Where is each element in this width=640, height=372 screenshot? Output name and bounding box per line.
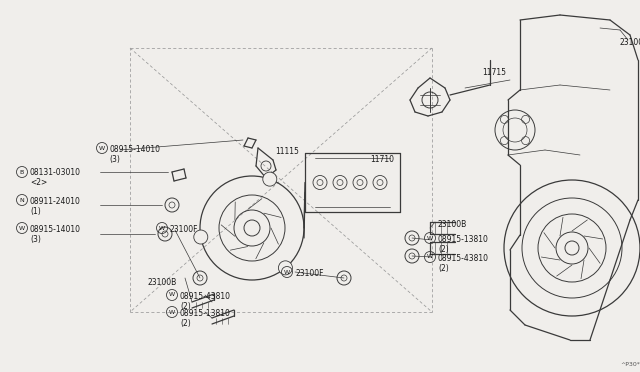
Text: (2): (2) [438, 245, 449, 254]
Text: 11115: 11115 [275, 147, 299, 156]
Text: 08915-14010: 08915-14010 [30, 225, 81, 234]
Text: 08911-24010: 08911-24010 [30, 197, 81, 206]
Text: 08915-13810: 08915-13810 [438, 235, 489, 244]
Text: (1): (1) [30, 207, 41, 216]
Text: ^P30*00:0: ^P30*00:0 [620, 362, 640, 367]
Text: 08915-43810: 08915-43810 [438, 254, 489, 263]
Text: W: W [284, 269, 290, 275]
Circle shape [278, 261, 292, 275]
Text: W: W [159, 225, 165, 231]
Text: W: W [169, 292, 175, 298]
Text: (2): (2) [180, 319, 191, 328]
Text: 23100B: 23100B [438, 220, 467, 229]
Circle shape [194, 230, 208, 244]
Text: 11710: 11710 [370, 155, 394, 164]
Text: <2>: <2> [30, 178, 47, 187]
Text: 08915-13810: 08915-13810 [180, 309, 231, 318]
Text: W: W [169, 310, 175, 314]
Text: 11715: 11715 [482, 68, 506, 77]
Text: (3): (3) [109, 155, 120, 164]
Text: 23100B: 23100B [148, 278, 177, 287]
Circle shape [263, 172, 276, 186]
Text: (3): (3) [30, 235, 41, 244]
Text: 08915-14010: 08915-14010 [109, 145, 160, 154]
Text: 23100F: 23100F [295, 269, 323, 278]
Text: W: W [19, 225, 25, 231]
Text: 08915-43810: 08915-43810 [180, 292, 231, 301]
Text: (2): (2) [438, 264, 449, 273]
Text: (2): (2) [180, 302, 191, 311]
Text: 23100F: 23100F [170, 225, 198, 234]
Text: 23100A: 23100A [620, 38, 640, 47]
Text: N: N [20, 198, 24, 202]
Text: 08131-03010: 08131-03010 [30, 168, 81, 177]
Text: B: B [20, 170, 24, 174]
Text: W: W [99, 145, 105, 151]
Text: W: W [427, 235, 433, 241]
Text: W: W [427, 254, 433, 260]
